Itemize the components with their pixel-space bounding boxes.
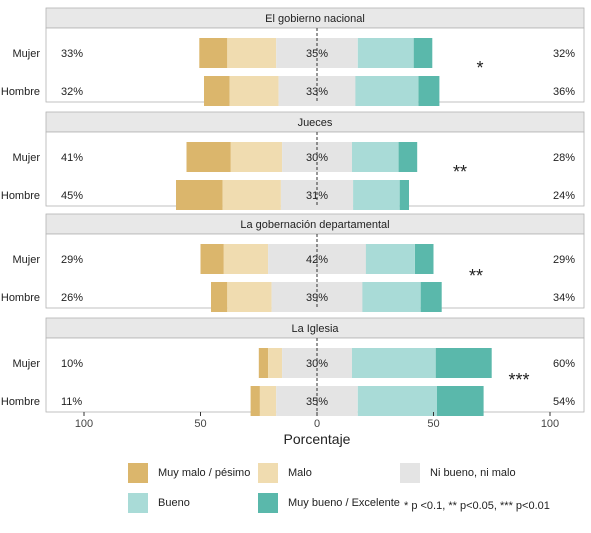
left-pct-label: 11% — [61, 396, 82, 408]
bar-segment — [398, 142, 418, 172]
left-pct-label: 26% — [61, 292, 83, 304]
neutral-pct-label: 35% — [306, 396, 328, 408]
bar-segment — [352, 348, 436, 378]
row-label: Mujer — [12, 152, 40, 164]
bar-segment — [352, 142, 399, 172]
panel-title: Jueces — [298, 117, 333, 129]
bar-segment — [211, 282, 228, 312]
bar-segment — [420, 282, 442, 312]
left-pct-label: 33% — [61, 48, 83, 60]
x-axis-title: Porcentaje — [284, 431, 351, 447]
left-pct-label: 10% — [61, 358, 83, 370]
bar-segment — [230, 142, 283, 172]
bar-segment — [435, 348, 492, 378]
bar-segment — [186, 142, 231, 172]
right-pct-label: 34% — [553, 292, 575, 304]
right-pct-label: 54% — [553, 396, 575, 408]
bar-segment — [227, 282, 272, 312]
significance-stars: *** — [508, 370, 529, 390]
row-label: Hombre — [1, 396, 40, 408]
neutral-pct-label: 33% — [306, 86, 328, 98]
neutral-pct-label: 39% — [306, 292, 328, 304]
x-tick-label: 100 — [541, 418, 559, 430]
left-pct-label: 45% — [61, 190, 83, 202]
panel-title: El gobierno nacional — [265, 13, 365, 25]
bar-segment — [399, 180, 409, 210]
bar-segment — [362, 282, 421, 312]
bar-segment — [357, 38, 414, 68]
row-label: Mujer — [12, 358, 40, 370]
x-tick-label: 50 — [427, 418, 439, 430]
bar-segment — [357, 386, 437, 416]
right-pct-label: 60% — [553, 358, 575, 370]
left-pct-label: 32% — [61, 86, 83, 98]
bar-segment — [176, 180, 223, 210]
left-pct-label: 41% — [61, 152, 83, 164]
panel-title: La gobernación departamental — [240, 219, 389, 231]
bar-segment — [258, 348, 269, 378]
bar-segment — [204, 76, 230, 106]
bar-segment — [437, 386, 484, 416]
significance-stars: * — [476, 58, 483, 78]
bar-segment — [259, 386, 277, 416]
x-tick-label: 100 — [75, 418, 93, 430]
bar-segment — [353, 180, 400, 210]
right-pct-label: 29% — [553, 254, 575, 266]
bar-segment — [229, 76, 279, 106]
right-pct-label: 24% — [553, 190, 575, 202]
right-pct-label: 28% — [553, 152, 575, 164]
row-label: Hombre — [1, 292, 40, 304]
x-tick-label: 0 — [314, 418, 320, 430]
right-pct-label: 36% — [553, 86, 575, 98]
panel-title: La Iglesia — [291, 323, 339, 335]
chart-panels: El gobierno nacional Mujer 33% 35% 32% Hombre… — [1, 7, 585, 416]
bar-segment — [222, 180, 281, 210]
bar-segment — [250, 386, 260, 416]
significance-stars: ** — [453, 162, 467, 182]
bar-segment — [223, 244, 269, 274]
bar-segment — [268, 348, 283, 378]
left-pct-label: 29% — [61, 254, 83, 266]
bar-segment — [365, 244, 415, 274]
row-label: Mujer — [12, 254, 40, 266]
significance-stars: ** — [469, 266, 483, 286]
bar-segment — [355, 76, 419, 106]
bar-segment — [418, 76, 440, 106]
x-axis: 100 50 0 50 100 — [75, 412, 559, 430]
bar-segment — [413, 38, 433, 68]
row-label: Mujer — [12, 48, 40, 60]
row-label: Hombre — [1, 190, 40, 202]
bar-segment — [227, 38, 277, 68]
bar-segment — [200, 244, 224, 274]
right-pct-label: 32% — [553, 48, 575, 60]
x-tick-label: 50 — [194, 418, 206, 430]
bar-segment — [199, 38, 228, 68]
bar-segment — [414, 244, 434, 274]
row-label: Hombre — [1, 86, 40, 98]
neutral-pct-label: 31% — [306, 190, 328, 202]
